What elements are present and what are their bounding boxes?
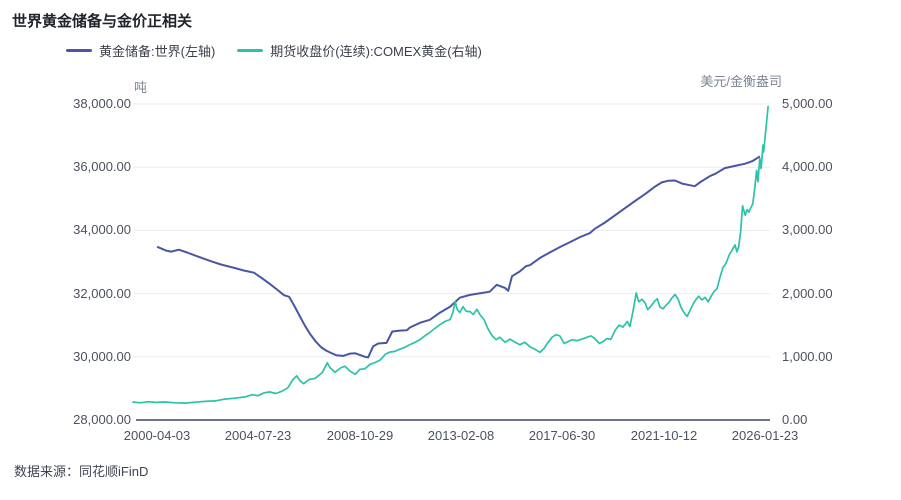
right-ytick: 2,000.00 [782,286,833,301]
right-ytick: 4,000.00 [782,159,833,174]
left-ytick: 34,000.00 [73,222,131,237]
left-axis-unit: 吨 [134,80,148,95]
xtick: 2000-04-03 [123,428,191,443]
data-source: 数据来源：同花顺iFinD [14,464,149,479]
xtick: 2004-07-23 [224,428,292,443]
chart-title: 世界黄金储备与金价正相关 [12,13,193,30]
left-ytick: 30,000.00 [73,349,131,364]
xtick: 2017-06-30 [528,428,596,443]
right-ytick: 0.00 [782,412,808,427]
xtick: 2013-02-08 [427,428,495,443]
xtick: 2021-10-12 [630,428,698,443]
right-ytick: 5,000.00 [782,96,833,111]
xtick: 2008-10-29 [326,428,394,443]
legend: 黄金储备:世界(左轴) 期货收盘价(连续):COMEX黄金(右轴) [66,41,482,60]
left-ytick: 28,000.00 [73,412,131,427]
left-ytick: 36,000.00 [73,159,131,174]
legend-item-gold-reserves[interactable]: 黄金储备:世界(左轴) [66,41,215,60]
legend-item-comex-gold[interactable]: 期货收盘价(连续):COMEX黄金(右轴) [237,41,482,60]
legend-label-comex-gold: 期货收盘价(连续):COMEX黄金(右轴) [270,44,482,59]
left-ytick: 38,000.00 [73,96,131,111]
right-ytick: 3,000.00 [782,222,833,237]
line-swatch-icon [66,49,92,52]
legend-label-gold-reserves: 黄金储备:世界(左轴) [99,44,216,59]
xtick: 2026-01-23 [731,428,799,443]
line-swatch-icon [237,49,264,52]
left-ytick: 32,000.00 [73,286,131,301]
right-ytick: 1,000.00 [782,349,833,364]
right-axis-unit: 美元/金衡盎司 [700,74,782,89]
